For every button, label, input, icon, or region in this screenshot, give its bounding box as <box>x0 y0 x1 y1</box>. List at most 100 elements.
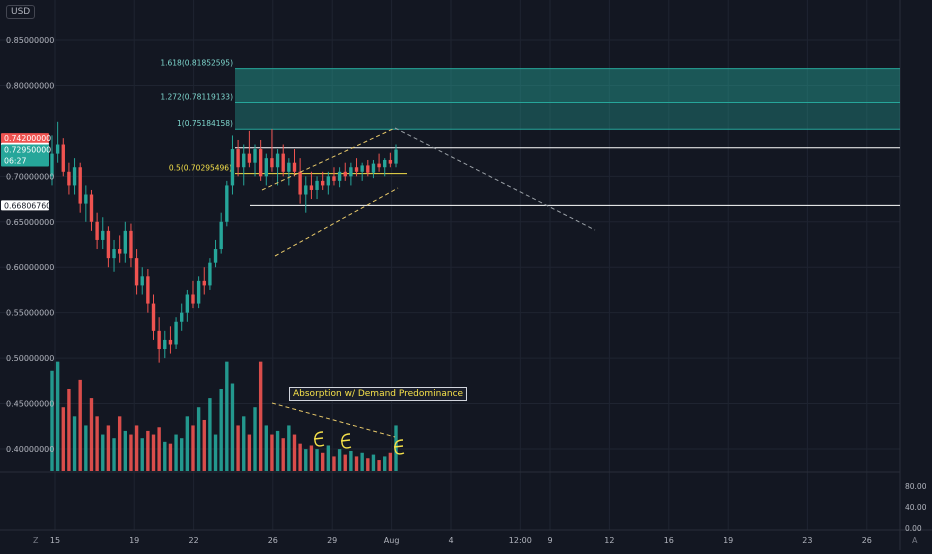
volume-bar <box>117 416 122 471</box>
candle-body <box>50 153 54 177</box>
volume-bar <box>332 456 336 471</box>
time-tick-label: 16 <box>664 536 674 545</box>
candle-body <box>208 262 212 286</box>
volume-bar <box>371 454 376 471</box>
price-tick-label: 0.45000000 <box>6 400 54 409</box>
price-label-bg <box>1 133 49 144</box>
price-label: 0.72950000 <box>4 146 51 155</box>
currency-badge[interactable]: USD <box>6 5 36 19</box>
candlesticks <box>50 121 398 363</box>
volume-bar <box>163 441 167 471</box>
fib-level-label: 1.618(0.81852595) <box>160 59 233 68</box>
volume-bars <box>50 361 398 471</box>
volume-bar <box>292 434 297 471</box>
volume-mark <box>313 431 325 447</box>
price-tick-label: 0.50000000 <box>6 354 54 363</box>
upper-trendline <box>261 127 396 191</box>
candle-body <box>292 162 297 172</box>
auto-scale-toggle[interactable]: A <box>912 536 918 545</box>
volume-tick-label: 80.00 <box>905 482 927 491</box>
price-tick-label: 0.40000000 <box>6 445 54 454</box>
volume-mark <box>393 439 405 455</box>
volume-bar <box>326 445 331 471</box>
volume-bar <box>253 407 257 471</box>
candle-body <box>191 294 195 304</box>
candle-body <box>89 194 94 222</box>
countdown-label: 06:27 <box>4 157 27 166</box>
candle-body <box>343 171 347 177</box>
time-tick-label: 19 <box>129 536 139 545</box>
currency-label: USD <box>11 7 31 17</box>
candle-body <box>129 230 133 259</box>
candle-body <box>320 180 325 186</box>
price-label: 0.74200000 <box>4 134 51 143</box>
time-tick-label: 15 <box>50 536 60 545</box>
candle-body <box>213 249 218 263</box>
fib-extension-zones[interactable]: 1.618(0.81852595) 1.272(0.78119133) 1(0.75… <box>160 59 900 175</box>
fib-level-label: 1(0.75184158) <box>177 119 233 128</box>
candle-body <box>383 159 387 168</box>
volume-bar <box>202 419 206 471</box>
time-tick-label: 22 <box>189 536 199 545</box>
candle-body <box>298 171 302 195</box>
horizontal-levels[interactable] <box>235 147 900 206</box>
time-tick-label: 26 <box>862 536 872 545</box>
volume-bar <box>84 425 88 471</box>
candle-body <box>304 185 308 195</box>
price-tick-label: 0.65000000 <box>6 218 54 227</box>
lower-trendline <box>274 187 399 257</box>
price-axis[interactable]: 0.85000000 0.80000000 0.70000000 0.65000000… <box>1 36 54 454</box>
candle-body <box>219 221 223 250</box>
candle-body <box>281 153 285 172</box>
volume-bar <box>219 388 223 471</box>
candle-body <box>258 149 263 177</box>
annotation-text: Absorption w/ Demand Predominance <box>293 389 464 399</box>
candle-body <box>225 185 229 222</box>
annotation-box[interactable]: Absorption w/ Demand Predominance <box>289 387 468 401</box>
candle-body <box>61 144 65 172</box>
candle-body <box>84 194 88 204</box>
volume-bar <box>174 434 178 471</box>
volume-bar <box>151 434 156 471</box>
volume-bar <box>140 438 144 471</box>
volume-bar <box>388 452 393 471</box>
volume-trendline <box>271 402 396 438</box>
volume-bar <box>230 383 235 471</box>
candle-body <box>134 258 139 286</box>
candle-body <box>388 159 393 164</box>
candle-body <box>337 171 342 181</box>
candle-body <box>185 294 190 313</box>
candle-body <box>55 144 60 154</box>
price-tick-label: 0.85000000 <box>6 36 54 45</box>
volume-bar <box>236 425 240 471</box>
price-tick-label: 0.70000000 <box>6 172 54 181</box>
trend-drawings[interactable] <box>261 127 596 455</box>
volume-bar <box>61 407 65 471</box>
price-label-bg <box>1 144 49 167</box>
candle-body <box>163 339 167 350</box>
fib-level-label: 0.5(0.70295496) <box>169 164 232 173</box>
volume-bar <box>304 449 308 471</box>
time-tick-label: Aug <box>384 536 400 545</box>
volume-bar <box>377 460 381 471</box>
candle-body <box>95 221 99 240</box>
candle-body <box>174 321 178 345</box>
volume-bar <box>366 458 370 471</box>
candle-body <box>309 185 314 190</box>
volume-bar <box>349 450 353 471</box>
volume-bar <box>309 445 314 471</box>
candle-body <box>230 149 235 186</box>
volume-tick-label: 40.00 <box>905 503 927 512</box>
volume-bar <box>95 416 99 471</box>
volume-bar <box>337 449 342 471</box>
volume-bar <box>281 438 285 471</box>
volume-bar <box>112 438 116 471</box>
volume-bar <box>298 443 302 471</box>
fib-level-label: 1.272(0.78119133) <box>160 93 233 102</box>
volume-bar <box>360 452 364 471</box>
time-axis[interactable]: 15 19 22 26 29 Aug 4 12:00 9 12 16 19 23 26 <box>50 536 872 545</box>
z-label[interactable]: Z <box>33 536 39 545</box>
candle-body <box>78 167 82 204</box>
candle-body <box>106 230 111 259</box>
